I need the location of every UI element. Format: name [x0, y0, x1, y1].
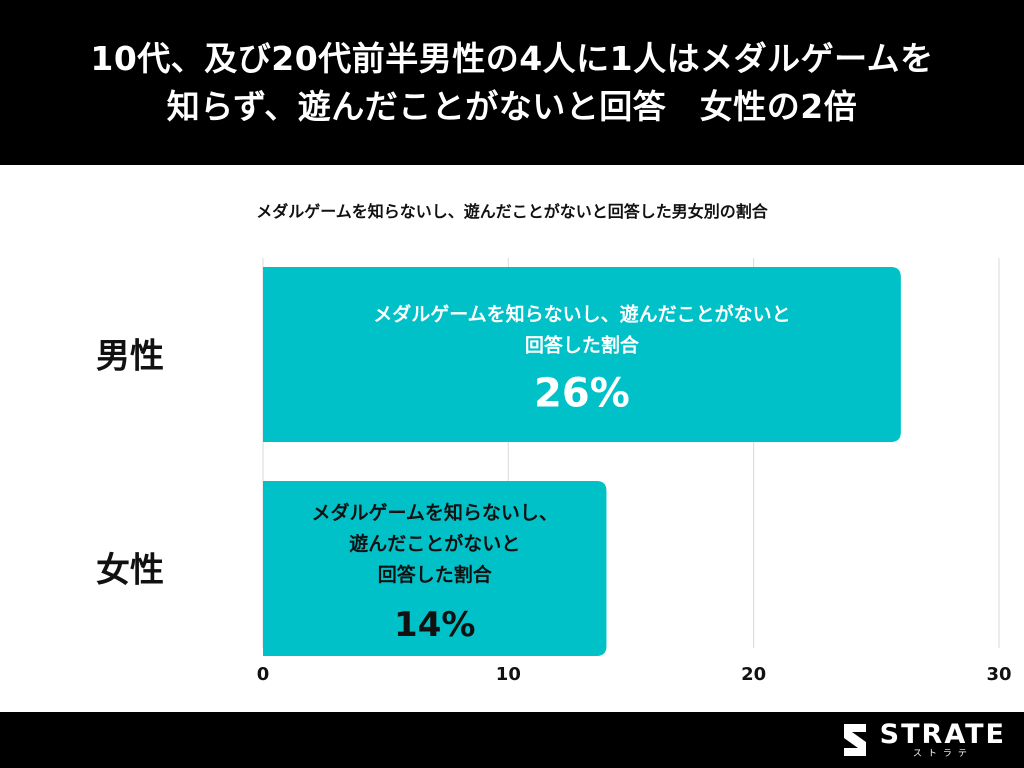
bar-description-label: 回答した割合	[525, 334, 640, 357]
logo-text: STRATE	[879, 719, 1006, 750]
bar	[263, 267, 901, 442]
bar-description-label: メダルゲームを知らないし、	[312, 501, 558, 524]
category-label: 男性	[96, 337, 164, 377]
x-tick-label: 0	[257, 664, 270, 685]
x-tick-label: 30	[986, 664, 1011, 685]
strate-logo: STRATE ストラテ	[838, 718, 1006, 762]
title-banner: 10代、及び20代前半男性の4人に1人はメダルゲームを 知らず、遊んだことがない…	[0, 0, 1024, 165]
bar	[263, 481, 607, 656]
bar-description-label: 遊んだことがないと	[349, 532, 520, 555]
bar-description-label: メダルゲームを知らないし、遊んだことがないと	[373, 303, 790, 326]
title-line-2: 知らず、遊んだことがないと回答 女性の2倍	[166, 86, 858, 126]
x-tick-label: 10	[496, 664, 521, 685]
strate-logo-icon	[843, 724, 866, 756]
bar-value-label: 14%	[394, 605, 475, 645]
bar-chart: 0 10 20 30男性メダルゲームを知らないし、遊んだことがないと回答した割合26%…	[96, 258, 1012, 685]
bar-description-label: 回答した割合	[378, 563, 493, 586]
category-label: 女性	[96, 551, 164, 591]
footer-bar: STRATE ストラテ	[0, 712, 1024, 768]
x-tick-label: 20	[741, 664, 766, 685]
chart-subtitle: メダルゲームを知らないし、遊んだことがないと回答した男女別の割合	[256, 202, 768, 221]
title-line-1: 10代、及び20代前半男性の4人に1人はメダルゲームを	[90, 38, 934, 78]
bar-value-label: 26%	[534, 371, 630, 417]
logo-subtext: ストラテ	[912, 749, 973, 759]
